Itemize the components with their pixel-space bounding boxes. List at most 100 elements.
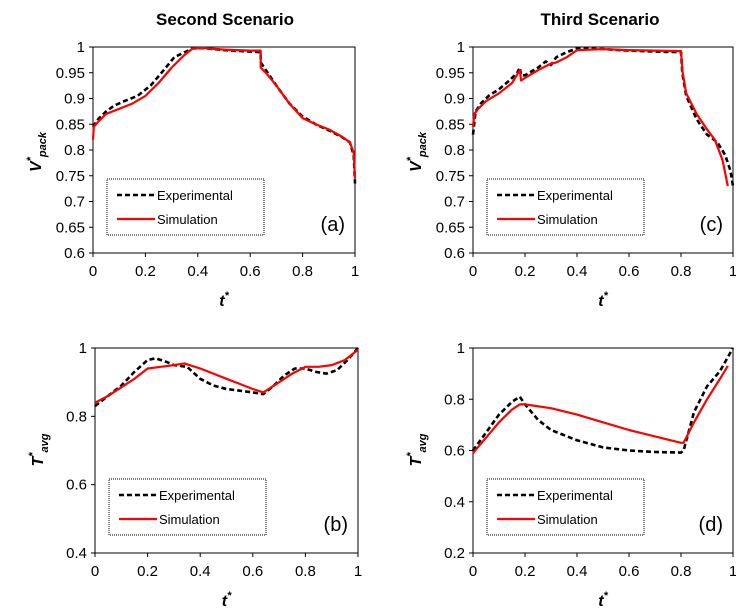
chart-panel-d: 0.20.40.60.810 0.2 0.4 0.6 0.8 1t*T*avgExperi… [405, 340, 736, 610]
y-tick-label: 0.7 [64, 194, 85, 211]
y-tick-label: 0.4 [444, 494, 465, 511]
x-tick-label: 0.8 [671, 263, 692, 280]
y-tick-label: 0.7 [444, 194, 465, 211]
x-tick-label: 0 [469, 563, 477, 580]
y-tick-label: 1 [77, 39, 85, 56]
y-tick-label: 1 [457, 39, 465, 56]
y-tick-label: 0.6 [64, 245, 85, 262]
x-tick-label: 0.8 [295, 563, 316, 580]
y-tick-label: 0.8 [444, 142, 465, 159]
panel-label: (a) [321, 214, 345, 236]
x-tick-label: 0.6 [619, 563, 640, 580]
y-axis-label-superscript: * [405, 156, 417, 161]
x-axis-label-superscript: * [604, 290, 609, 302]
y-tick-label: 0.6 [444, 245, 465, 262]
chart-panel-b: 0.4 0.6 0.8 1 0 0.2 0.4 0.6 0.8 1 t* T*avg Experimen… [27, 340, 362, 610]
y-tick-label: 0.95 [436, 65, 465, 82]
plot-frame [94, 347, 359, 554]
y-axis-label: V*pack [405, 131, 429, 172]
legend-box [486, 478, 645, 536]
x-tick-label: 0 [91, 563, 99, 580]
x-tick-label: 0.2 [135, 263, 156, 280]
y-axis-label-subscript: avg [417, 433, 429, 452]
x-tick-label: 0.4 [567, 563, 588, 580]
x-axis-label: t* [598, 590, 608, 610]
x-axis-label: t* [222, 590, 232, 610]
series-line-experimental [94, 347, 359, 408]
series-line-experimental [91, 46, 357, 184]
y-tick-label: 0.85 [436, 116, 465, 133]
x-axis-label: t* [598, 290, 608, 310]
series-line-simulation [94, 348, 359, 404]
legend-label-experimental: Experimental [157, 188, 233, 203]
legend-label-simulation: Simulation [159, 512, 220, 527]
x-tick-label: 1 [729, 263, 736, 280]
x-tick-label: 0.2 [515, 263, 536, 280]
x-tick-label: 0.8 [671, 563, 692, 580]
x-tick-label: 1 [729, 563, 736, 580]
y-axis-label-subscript: pack [37, 131, 49, 158]
y-tick-label: 0.6 [444, 443, 465, 460]
y-tick-label: 0.2 [444, 545, 465, 562]
x-tick-label: 0.4 [567, 263, 588, 280]
y-axis-label-subscript: pack [417, 131, 429, 158]
legend-label-simulation: Simulation [537, 212, 598, 227]
series-line-simulation [91, 46, 357, 179]
panel-label: (d) [699, 514, 723, 536]
y-tick-label: 1 [457, 340, 465, 357]
legend-label-simulation: Simulation [157, 212, 218, 227]
y-tick-label: 0.9 [64, 91, 85, 108]
x-tick-label: 0.4 [187, 263, 208, 280]
legend-label-experimental: Experimental [537, 488, 613, 503]
y-tick-label: 0.8 [66, 408, 87, 425]
legend-box [486, 178, 645, 236]
x-axis-label: t* [219, 290, 229, 310]
y-tick-label: 0.95 [56, 65, 85, 82]
y-tick-label: 0.75 [436, 168, 465, 185]
x-axis-label-superscript: * [227, 590, 232, 602]
x-axis-label-superscript: * [604, 590, 609, 602]
legend-box [106, 178, 265, 236]
y-tick-label: 0.65 [56, 219, 85, 236]
chart-panel-a: 0.6 0.65 0.7 0.75 0.8 0.85 0.9 0.95 1 0 0.2 0.4 0.6 0… [25, 39, 359, 310]
y-tick-label: 0.8 [64, 142, 85, 159]
x-tick-label: 0.4 [190, 563, 211, 580]
x-tick-label: 0.8 [292, 263, 313, 280]
legend-label-experimental: Experimental [537, 188, 613, 203]
series-line-simulation [472, 365, 729, 454]
x-tick-label: 1 [354, 563, 362, 580]
series-line-simulation [471, 47, 729, 187]
y-tick-label: 0.85 [56, 116, 85, 133]
x-tick-label: 0.2 [515, 563, 536, 580]
legend-label-simulation: Simulation [537, 512, 598, 527]
panel-label: (c) [700, 214, 723, 236]
y-axis-label: V*pack [25, 131, 49, 172]
series-line-experimental [471, 347, 735, 454]
y-tick-label: 0.6 [66, 477, 87, 494]
y-tick-label: 0.9 [444, 91, 465, 108]
y-axis-label-superscript: * [25, 156, 37, 161]
chart-panel-c: 0.6 0.65 0.7 0.75 0.8 0.85 0.9 0.95 1 0 0.2 0.4 0.6 0… [405, 39, 736, 310]
title-third-scenario: Third Scenario [540, 10, 659, 29]
y-axis-label-superscript: * [405, 452, 417, 457]
x-tick-label: 0 [89, 263, 97, 280]
x-tick-label: 1 [351, 263, 359, 280]
legend-box [108, 478, 267, 536]
y-axis-label-subscript: avg [39, 433, 51, 452]
title-second-scenario: Second Scenario [156, 10, 294, 29]
x-tick-label: 0.6 [240, 263, 261, 280]
x-tick-label: 0.2 [137, 563, 158, 580]
x-tick-label: 0.6 [242, 563, 263, 580]
series-line-experimental [471, 47, 735, 187]
y-tick-label: 0.4 [66, 545, 87, 562]
x-tick-label: 0 [469, 263, 477, 280]
y-axis-label: T*avg [405, 433, 429, 466]
x-tick-label: 0.6 [619, 263, 640, 280]
y-tick-label: 1 [79, 340, 87, 357]
panel-label: (b) [324, 514, 348, 536]
y-tick-label: 0.65 [436, 219, 465, 236]
y-tick-label: 0.8 [444, 391, 465, 408]
y-axis-label: T*avg [27, 433, 51, 466]
y-tick-label: 0.75 [56, 168, 85, 185]
